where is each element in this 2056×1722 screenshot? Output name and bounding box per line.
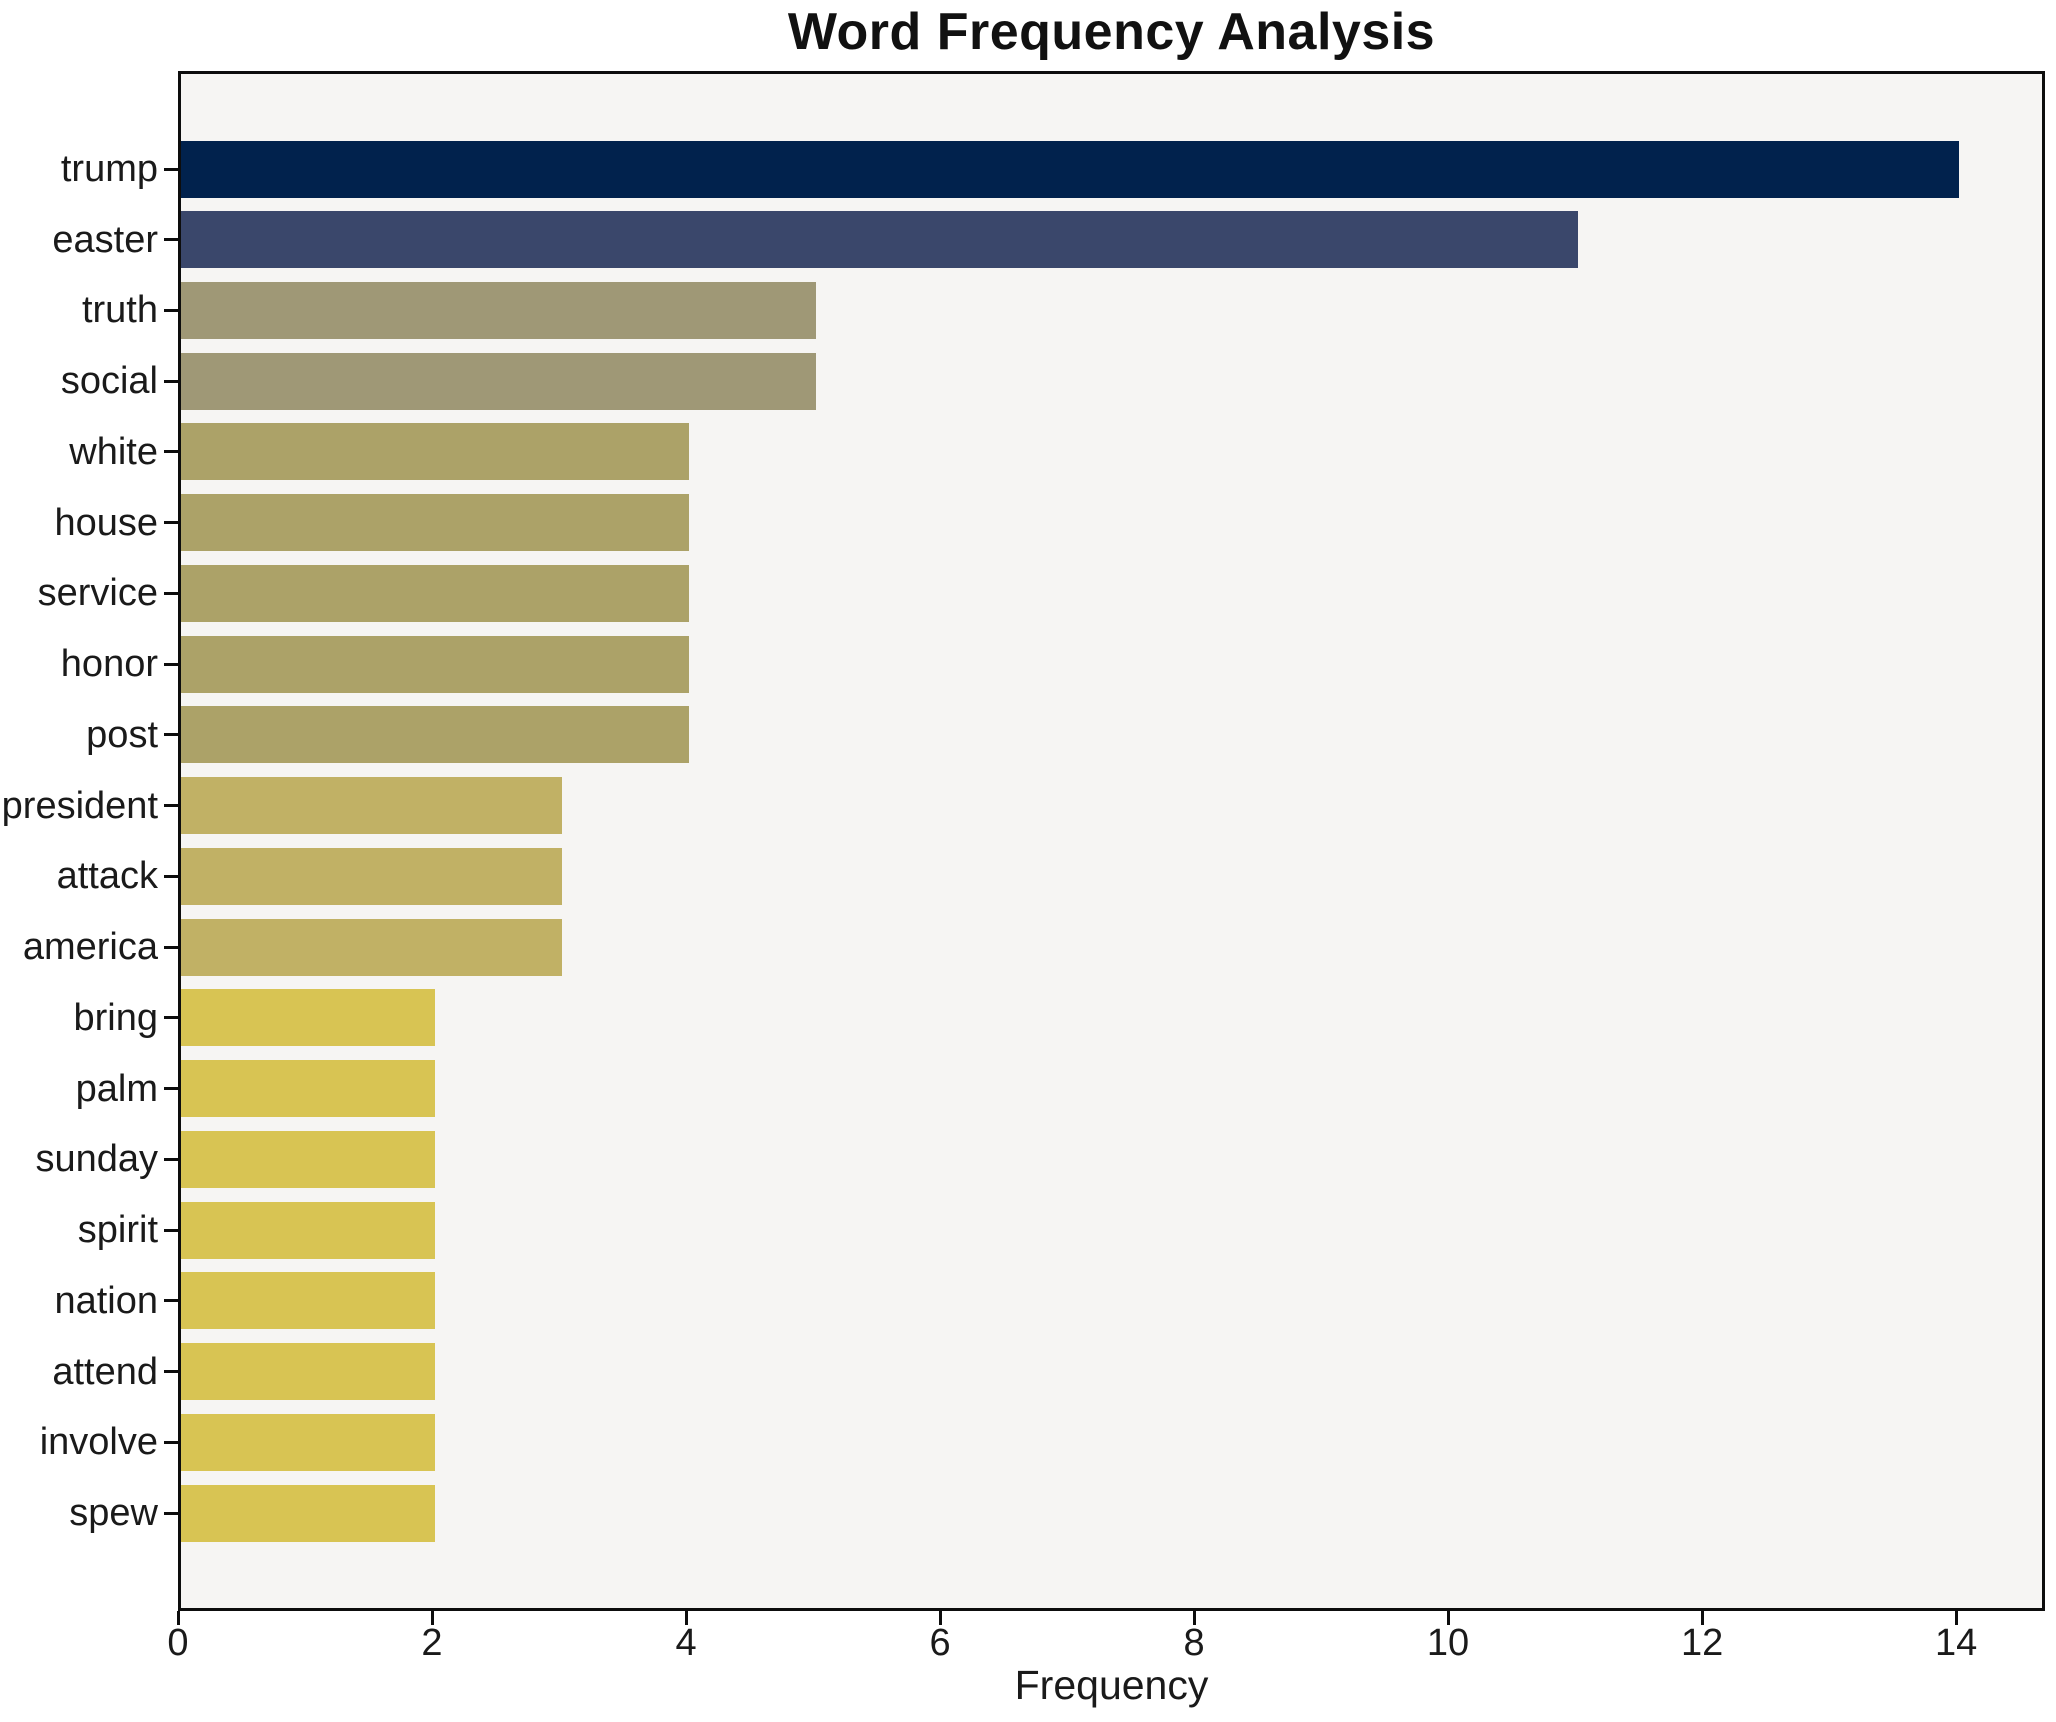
y-tick-mark — [164, 1016, 178, 1020]
y-tick-label: trump — [60, 148, 158, 190]
plot-area — [178, 71, 2045, 1611]
x-tick-mark — [1954, 1611, 1958, 1625]
y-tick-label: post — [86, 713, 158, 756]
y-tick-mark — [164, 804, 178, 808]
y-tick-label: truth — [81, 289, 158, 332]
y-tick-label: palm — [75, 1067, 158, 1110]
x-tick-mark — [1700, 1611, 1704, 1625]
y-tick-mark — [164, 167, 178, 171]
y-tick-mark — [164, 1299, 178, 1303]
bar-attend — [181, 1343, 435, 1401]
y-tick-label: spew — [69, 1492, 158, 1535]
y-tick-label: service — [37, 572, 158, 615]
x-tick-mark — [1446, 1611, 1450, 1625]
bar-spew — [181, 1484, 435, 1542]
bar-spirit — [181, 1201, 435, 1259]
x-tick-label: 2 — [421, 1622, 443, 1664]
bar-america — [181, 918, 562, 976]
x-tick-mark — [938, 1611, 942, 1625]
bar-attack — [181, 847, 562, 905]
y-tick-mark — [164, 1511, 178, 1515]
y-tick-mark — [164, 379, 178, 383]
bar-bring — [181, 989, 435, 1047]
bar-sunday — [181, 1130, 435, 1188]
y-tick-mark — [164, 1370, 178, 1374]
y-tick-mark — [164, 450, 178, 454]
x-axis-title: Frequency — [1014, 1662, 1209, 1708]
bar-palm — [181, 1060, 435, 1118]
bar-white — [181, 423, 689, 481]
bar-trump — [181, 140, 1959, 198]
y-tick-mark — [164, 733, 178, 737]
y-tick-mark — [164, 662, 178, 666]
x-tick-label: 14 — [1934, 1622, 1978, 1664]
bar-truth — [181, 281, 816, 339]
y-tick-mark — [164, 1440, 178, 1444]
y-tick-mark — [164, 1228, 178, 1232]
y-tick-label: bring — [73, 996, 159, 1039]
x-tick-mark — [430, 1611, 434, 1625]
y-tick-mark — [164, 874, 178, 878]
chart-title: Word Frequency Analysis — [787, 3, 1436, 61]
bar-easter — [181, 211, 1578, 269]
y-tick-label: nation — [54, 1279, 158, 1322]
y-tick-label: america — [22, 926, 158, 969]
y-tick-label: attend — [52, 1350, 158, 1393]
bar-post — [181, 706, 689, 764]
y-tick-label: involve — [39, 1421, 158, 1464]
y-tick-mark — [164, 521, 178, 525]
y-tick-label: social — [60, 360, 158, 403]
x-tick-label: 4 — [675, 1622, 697, 1664]
y-tick-label: white — [69, 430, 158, 473]
y-tick-label: house — [54, 501, 158, 544]
bar-president — [181, 777, 562, 835]
x-tick-label: 8 — [1183, 1622, 1205, 1664]
y-tick-label: attack — [56, 855, 158, 898]
y-tick-mark — [164, 591, 178, 595]
bar-service — [181, 564, 689, 622]
y-tick-mark — [164, 1087, 178, 1091]
x-tick-label: 0 — [167, 1622, 189, 1664]
y-tick-mark — [164, 945, 178, 949]
x-tick-label: 6 — [929, 1622, 951, 1664]
y-tick-label: sunday — [35, 1138, 158, 1181]
bar-nation — [181, 1272, 435, 1330]
y-tick-mark — [164, 308, 178, 312]
y-tick-label: president — [1, 784, 158, 827]
x-tick-label: 10 — [1426, 1622, 1470, 1664]
y-tick-label: spirit — [77, 1209, 158, 1252]
x-tick-label: 12 — [1680, 1622, 1724, 1664]
y-tick-label: honor — [60, 643, 158, 686]
x-tick-mark — [684, 1611, 688, 1625]
y-tick-mark — [164, 238, 178, 242]
bar-social — [181, 352, 816, 410]
y-tick-mark — [164, 1157, 178, 1161]
bar-honor — [181, 635, 689, 693]
x-tick-mark — [1192, 1611, 1196, 1625]
x-tick-mark — [176, 1611, 180, 1625]
y-tick-label: easter — [52, 218, 158, 261]
bar-house — [181, 494, 689, 552]
bar-involve — [181, 1413, 435, 1471]
